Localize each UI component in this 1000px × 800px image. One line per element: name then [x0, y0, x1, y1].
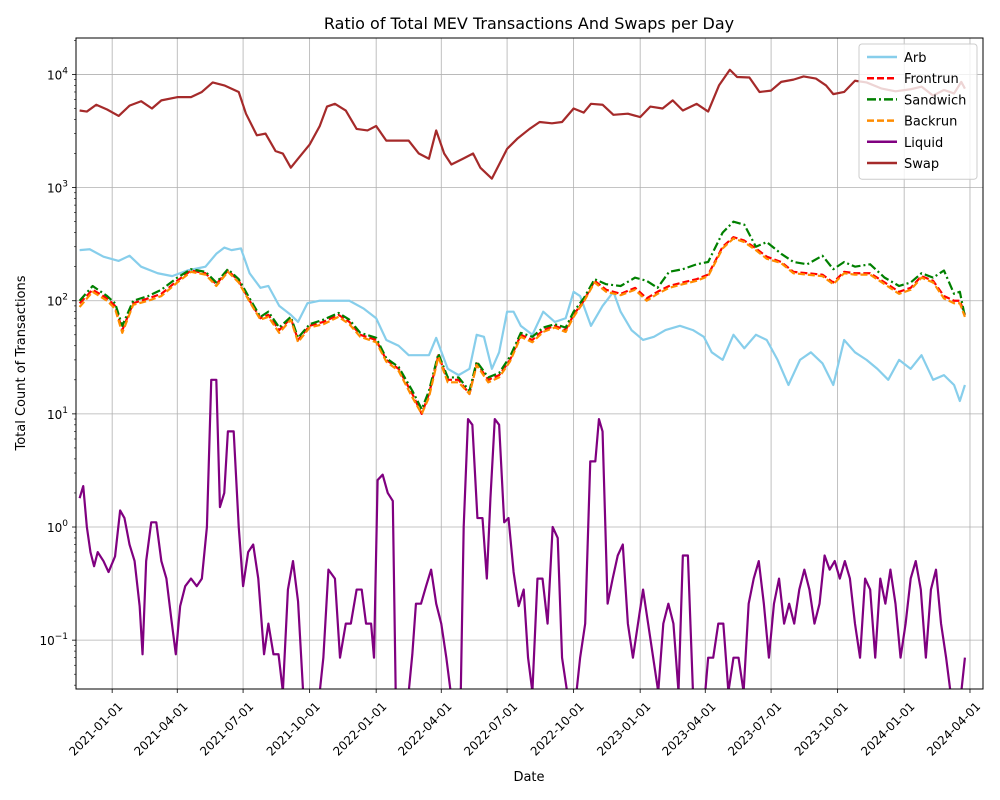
y-tick-base: 10	[47, 521, 62, 535]
y-tick-exponent: 0	[62, 519, 68, 529]
series-line-sandwich	[78, 220, 966, 411]
y-tick-exponent: 3	[62, 180, 68, 190]
series-line-liquid	[78, 378, 967, 689]
legend-label-sandwich: Sandwich	[904, 93, 966, 108]
y-tick-label: 10−1	[39, 632, 68, 648]
series-line-frontrun	[78, 236, 966, 415]
chart-title: Ratio of Total MEV Transactions And Swap…	[324, 14, 734, 33]
y-tick-base: 10	[47, 182, 62, 196]
legend-label-frontrun: Frontrun	[904, 72, 959, 87]
y-tick-exponent: 1	[62, 406, 68, 416]
y-tick-base: 10	[39, 634, 54, 648]
y-tick-label: 103	[47, 180, 68, 196]
legend: Arb Frontrun Sandwich Backrun Liquid Swap	[858, 43, 978, 180]
y-tick-label: 104	[47, 66, 68, 82]
legend-label-backrun: Backrun	[904, 115, 957, 130]
legend-label-arb: Arb	[904, 51, 927, 66]
y-tick-label: 102	[47, 293, 68, 309]
series-line-swap	[79, 68, 966, 180]
y-tick-label: 100	[47, 519, 68, 535]
plot-frame	[75, 37, 984, 690]
y-tick-exponent: −1	[55, 632, 68, 642]
legend-label-swap: Swap	[904, 157, 939, 172]
y-tick-base: 10	[47, 68, 62, 82]
y-tick-exponent: 4	[62, 66, 68, 76]
series-line-arb	[79, 246, 966, 403]
y-tick-label: 101	[47, 406, 68, 422]
x-axis-title: Date	[513, 770, 544, 785]
y-axis-title: Total Count of Transactions	[14, 275, 29, 451]
series-layer	[78, 68, 967, 689]
y-tick-exponent: 2	[62, 293, 68, 303]
y-tick-base: 10	[47, 408, 62, 422]
legend-label-liquid: Liquid	[904, 136, 943, 151]
y-tick-base: 10	[47, 295, 62, 309]
series-line-backrun	[78, 237, 966, 415]
